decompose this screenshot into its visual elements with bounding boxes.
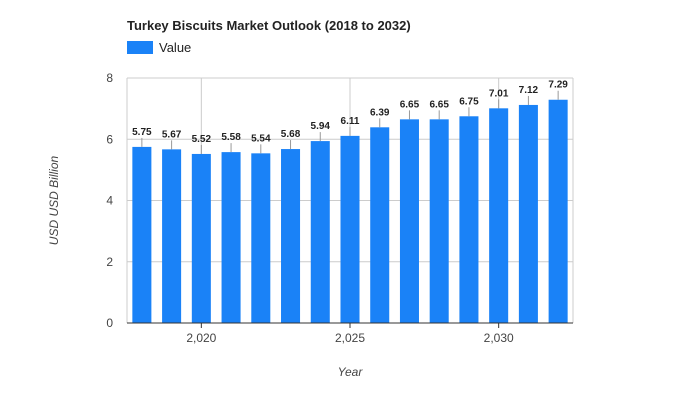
bar [162,149,182,323]
bar [399,119,419,323]
legend[interactable]: Value [127,40,191,55]
data-label: 5.54 [251,133,271,144]
bar [489,108,509,323]
bar [191,153,211,323]
y-tick-label: 4 [106,194,113,208]
bar [340,135,360,323]
data-label: 6.75 [459,96,479,107]
data-label: 6.11 [341,116,360,127]
data-label: 6.39 [370,107,390,118]
y-axis-title: USD USD Billion [47,155,61,245]
bar [221,152,241,323]
bar [281,149,301,323]
data-label: 7.12 [519,85,539,96]
bar [251,153,271,323]
x-tick-label: 2,020 [186,331,216,345]
data-label: 5.58 [221,132,241,143]
legend-swatch [127,41,153,54]
data-label: 7.01 [489,88,509,99]
bar [132,146,152,323]
data-label: 5.94 [311,121,331,132]
data-label: 7.29 [548,80,568,91]
y-tick-label: 6 [106,132,113,146]
bar [518,104,538,323]
bar [548,99,568,324]
bar [310,141,330,323]
bar [429,119,449,323]
data-label: 5.68 [281,129,301,140]
chart-title: Turkey Biscuits Market Outlook (2018 to … [127,18,411,33]
bar [459,116,479,323]
x-tick-label: 2,025 [335,331,365,345]
data-label: 6.65 [400,99,420,110]
data-label: 5.75 [132,127,152,138]
x-tick-label: 2,030 [484,331,514,345]
y-tick-label: 2 [106,255,113,269]
data-label: 5.67 [162,129,182,140]
y-tick-label: 0 [106,316,113,330]
data-label: 5.52 [192,134,212,145]
bar [370,127,390,324]
data-label: 6.65 [429,99,449,110]
legend-label: Value [159,40,192,55]
y-tick-label: 8 [106,71,113,85]
x-axis-title: Year [338,365,364,379]
